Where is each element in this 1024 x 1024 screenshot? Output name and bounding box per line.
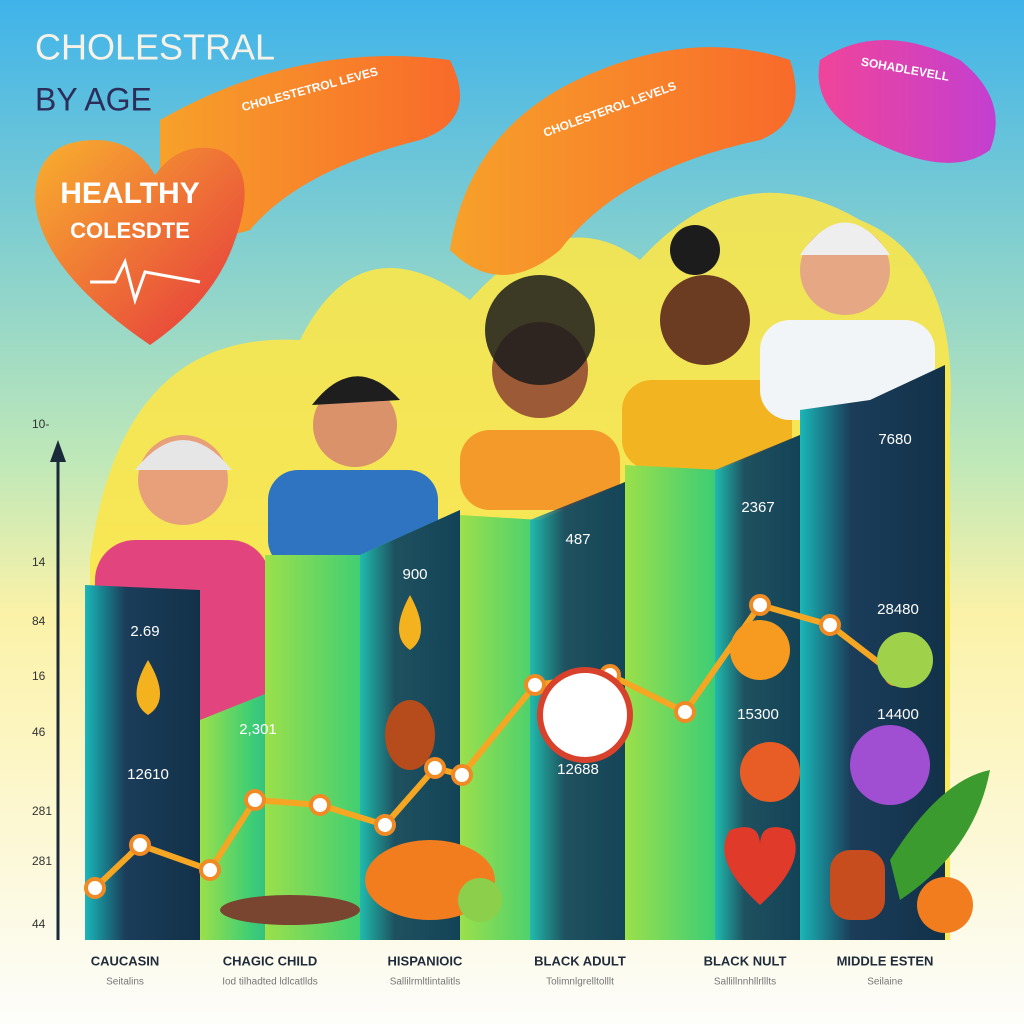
axis-label: 44 [32,917,46,931]
heart-text: COLESDTE [70,218,190,243]
category-sub: Seilaine [867,977,903,988]
bar-label: 2,301 [239,721,277,738]
category-sub: Sallillnnhllrlllts [714,977,776,988]
bubble [818,40,996,163]
axis-label: 46 [32,725,46,739]
category-label: CHAGIC CHILD [223,953,318,968]
bar-label: 487 [565,531,590,548]
category-label: BLACK ADULT [534,953,626,968]
category-sub: Sallilrmltlintalitls [390,977,461,988]
axis-label: 281 [32,804,52,818]
food-icons [136,595,990,933]
axis-label: 16 [32,669,46,683]
bar-label: 14400 [877,706,919,723]
bar-label: 28480 [877,601,919,618]
category-sub: Tolimnlgrelltolllt [546,977,614,988]
bar-label: 12688 [557,761,599,778]
bar-label: 2367 [741,499,774,516]
heart-text: HEALTHY [60,177,199,210]
category-label: MIDDLE ESTEN [837,953,934,968]
axis-label: 14 [32,555,46,569]
title: BY AGE [35,81,152,117]
category-label: HISPANIOIC [388,953,463,968]
category-label: CAUCASIN [91,953,160,968]
axis-label: 84 [32,614,46,628]
bar-label: 2.69 [130,623,159,640]
category-sub: Seitalins [106,977,144,988]
bubble [450,47,796,276]
heartbeat [90,257,201,306]
bar-label: 15300 [737,706,779,723]
bar-label: 900 [402,566,427,583]
title: CHOLESTRAL [35,27,275,68]
heart [35,140,245,345]
bar-label: 7680 [878,431,911,448]
category-sub: Iod tilhadted ldlcatllds [222,977,318,988]
bar-label: 12610 [127,766,169,783]
category-label: BLACK NULT [704,953,787,968]
axis-label: 281 [32,854,52,868]
axis-arrow [50,440,66,462]
axis-label: 10- [32,417,49,431]
